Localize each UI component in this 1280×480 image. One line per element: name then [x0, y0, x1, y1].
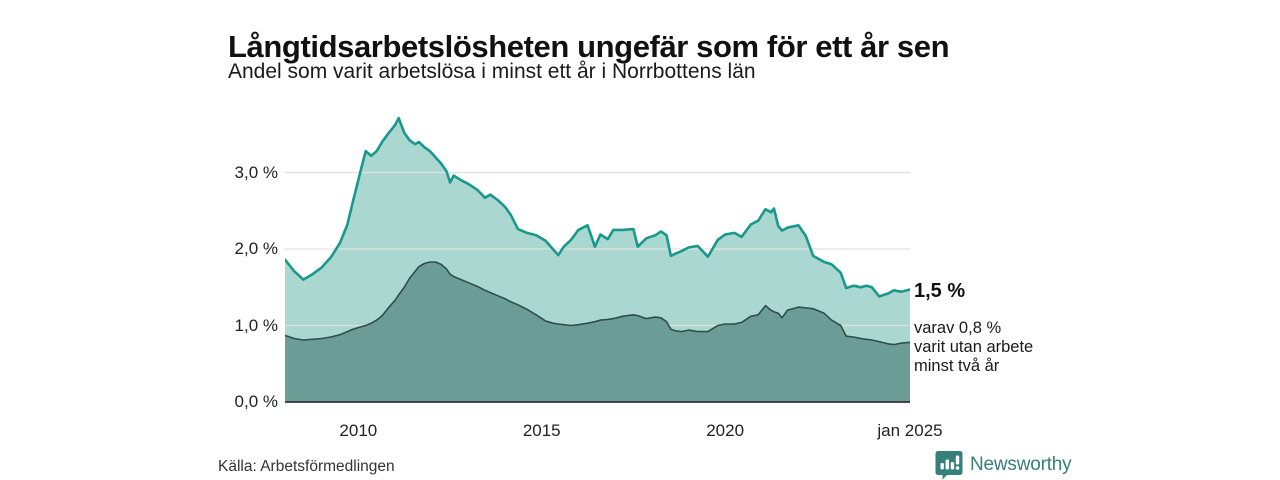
y-tick-label: 1,0 %: [234, 315, 278, 335]
chart-subtitle: Andel som varit arbetslösa i minst ett å…: [228, 60, 756, 83]
x-tick-label: jan 2025: [877, 421, 943, 440]
end-value-label: 1,5 %: [914, 280, 966, 302]
y-tick-label: 3,0 %: [234, 162, 278, 182]
end-detail-label: varav 0,8 % varit utan arbete minst två …: [914, 319, 1034, 375]
y-tick-label: 2,0 %: [234, 239, 278, 258]
newsworthy-logo-icon: [935, 451, 963, 480]
chart-title: Långtidsarbetslösheten ungefär som för e…: [228, 28, 950, 64]
area-chart-canvas: [285, 116, 910, 403]
x-tick-label: 2010: [339, 421, 378, 440]
line-total: [285, 116, 910, 298]
newsworthy-logo: Newsworthy: [935, 450, 1072, 480]
area-two-years-fill: [285, 262, 910, 402]
line-two-years: [285, 261, 910, 346]
x-tick-label: 2020: [706, 421, 745, 440]
x-tick-label: 2015: [522, 421, 561, 440]
source-caption: Källa: Arbetsförmedlingen: [218, 458, 395, 475]
y-tick-label: 0,0 %: [234, 392, 278, 411]
newsworthy-wordmark: Newsworthy: [970, 454, 1072, 475]
